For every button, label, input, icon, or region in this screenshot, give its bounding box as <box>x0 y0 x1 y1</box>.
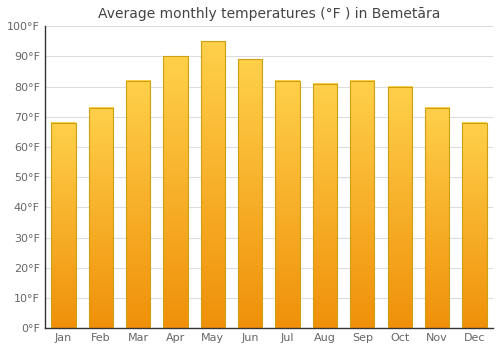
Bar <box>313 84 337 328</box>
Bar <box>126 80 150 328</box>
Bar <box>425 108 449 328</box>
Bar <box>200 41 225 328</box>
Bar <box>350 80 374 328</box>
Title: Average monthly temperatures (°F ) in Bemetāra: Average monthly temperatures (°F ) in Be… <box>98 7 440 21</box>
Bar <box>388 87 412 328</box>
Bar <box>51 123 76 328</box>
Bar <box>164 56 188 328</box>
Bar <box>276 80 299 328</box>
Bar <box>462 123 486 328</box>
Bar <box>88 108 113 328</box>
Bar <box>238 60 262 328</box>
